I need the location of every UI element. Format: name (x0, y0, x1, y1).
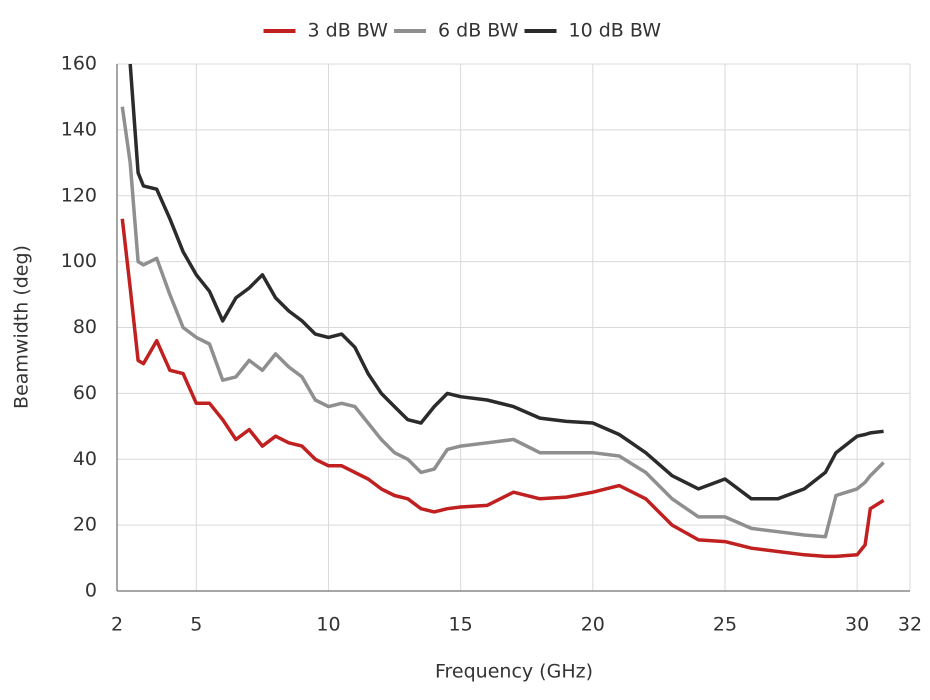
x-tick-label: 32 (898, 614, 922, 636)
y-tick-label: 60 (73, 382, 97, 404)
series-line (120, 218, 885, 559)
x-tick-label: 15 (449, 614, 473, 636)
y-tick-label: 80 (73, 316, 97, 338)
series-line (128, 63, 884, 501)
legend-label: 3 dB BW (308, 20, 389, 42)
x-tick-label: 10 (316, 614, 340, 636)
y-tick-label: 140 (61, 118, 97, 140)
y-tick-label: 40 (73, 448, 97, 470)
x-tick-label: 20 (581, 614, 605, 636)
legend-label: 10 dB BW (569, 20, 662, 42)
x-tick-label: 30 (845, 614, 869, 636)
x-tick-label: 2 (111, 614, 123, 636)
x-axis-label: Frequency (GHz) (435, 661, 593, 683)
y-tick-label: 120 (61, 184, 97, 206)
x-tick-label: 5 (190, 614, 202, 636)
legend-label: 6 dB BW (438, 20, 519, 42)
series-line (120, 106, 885, 539)
y-tick-label: 20 (73, 514, 97, 536)
y-tick-label: 100 (61, 250, 97, 272)
y-axis-label: Beamwidth (deg) (11, 245, 33, 409)
y-tick-label: 0 (85, 580, 97, 602)
x-tick-label: 25 (713, 614, 737, 636)
y-tick-label: 160 (61, 53, 97, 75)
